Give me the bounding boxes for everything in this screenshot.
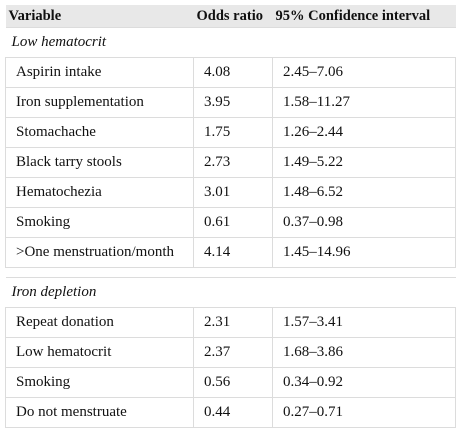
cell: Aspirin intake [5, 57, 194, 88]
header-cell: 95% Confidence interval [272, 5, 456, 28]
cell: 2.73 [193, 147, 273, 178]
data-row: Repeat donation 2.31 1.57–3.41 [5, 307, 456, 338]
cell: 3.95 [193, 87, 273, 118]
header-cell: Odds ratio [193, 5, 273, 28]
spacer-row [5, 267, 456, 278]
cell: 1.57–3.41 [272, 307, 456, 338]
data-row: Smoking 0.56 0.34–0.92 [5, 367, 456, 398]
cell: Hematochezia [5, 177, 194, 208]
cell: 1.48–6.52 [272, 177, 456, 208]
cell: Smoking [5, 367, 194, 398]
header-row: Variable Odds ratio 95% Confidence interva… [5, 5, 456, 28]
cell: 1.75 [193, 117, 273, 148]
cell: 0.27–0.71 [272, 397, 456, 428]
data-row: Iron supplementation 3.95 1.58–11.27 [5, 87, 456, 118]
cell: Low hematocrit [5, 337, 194, 368]
cell: 0.61 [193, 207, 273, 238]
cell: 4.14 [193, 237, 273, 268]
cell: 1.58–11.27 [272, 87, 456, 118]
section-row: Iron depletion [5, 277, 456, 308]
cell: 2.31 [193, 307, 273, 338]
data-row: Stomachache 1.75 1.26–2.44 [5, 117, 456, 148]
data-row: >One menstruation/month 4.14 1.45–14.96 [5, 237, 456, 268]
table-container: Variable Odds ratio 95% Confidence interva… [5, 5, 456, 428]
data-row: Black tarry stools 2.73 1.49–5.22 [5, 147, 456, 178]
data-row: Smoking 0.61 0.37–0.98 [5, 207, 456, 238]
cell: Repeat donation [5, 307, 194, 338]
cell: 2.45–7.06 [272, 57, 456, 88]
cell: 3.01 [193, 177, 273, 208]
data-row: Hematochezia 3.01 1.48–6.52 [5, 177, 456, 208]
section-title: Low hematocrit [5, 27, 456, 58]
section-row: Low hematocrit [5, 27, 456, 58]
data-row: Aspirin intake 4.08 2.45–7.06 [5, 57, 456, 88]
cell: 0.37–0.98 [272, 207, 456, 238]
data-row: Do not menstruate 0.44 0.27–0.71 [5, 397, 456, 428]
cell: Smoking [5, 207, 194, 238]
cell: Stomachache [5, 117, 194, 148]
cell: 1.68–3.86 [272, 337, 456, 368]
cell: >One menstruation/month [5, 237, 194, 268]
cell: Do not menstruate [5, 397, 194, 428]
cell: Iron supplementation [5, 87, 194, 118]
data-table: Variable Odds ratio 95% Confidence interva… [5, 5, 456, 428]
section-title: Iron depletion [5, 277, 456, 308]
cell: 1.49–5.22 [272, 147, 456, 178]
cell: Black tarry stools [5, 147, 194, 178]
cell: 0.44 [193, 397, 273, 428]
cell: 1.45–14.96 [272, 237, 456, 268]
cell: 2.37 [193, 337, 273, 368]
cell: 4.08 [193, 57, 273, 88]
cell: 1.26–2.44 [272, 117, 456, 148]
header-cell: Variable [5, 5, 194, 28]
spacer-cell [5, 267, 456, 278]
data-row: Low hematocrit 2.37 1.68–3.86 [5, 337, 456, 368]
cell: 0.56 [193, 367, 273, 398]
cell: 0.34–0.92 [272, 367, 456, 398]
